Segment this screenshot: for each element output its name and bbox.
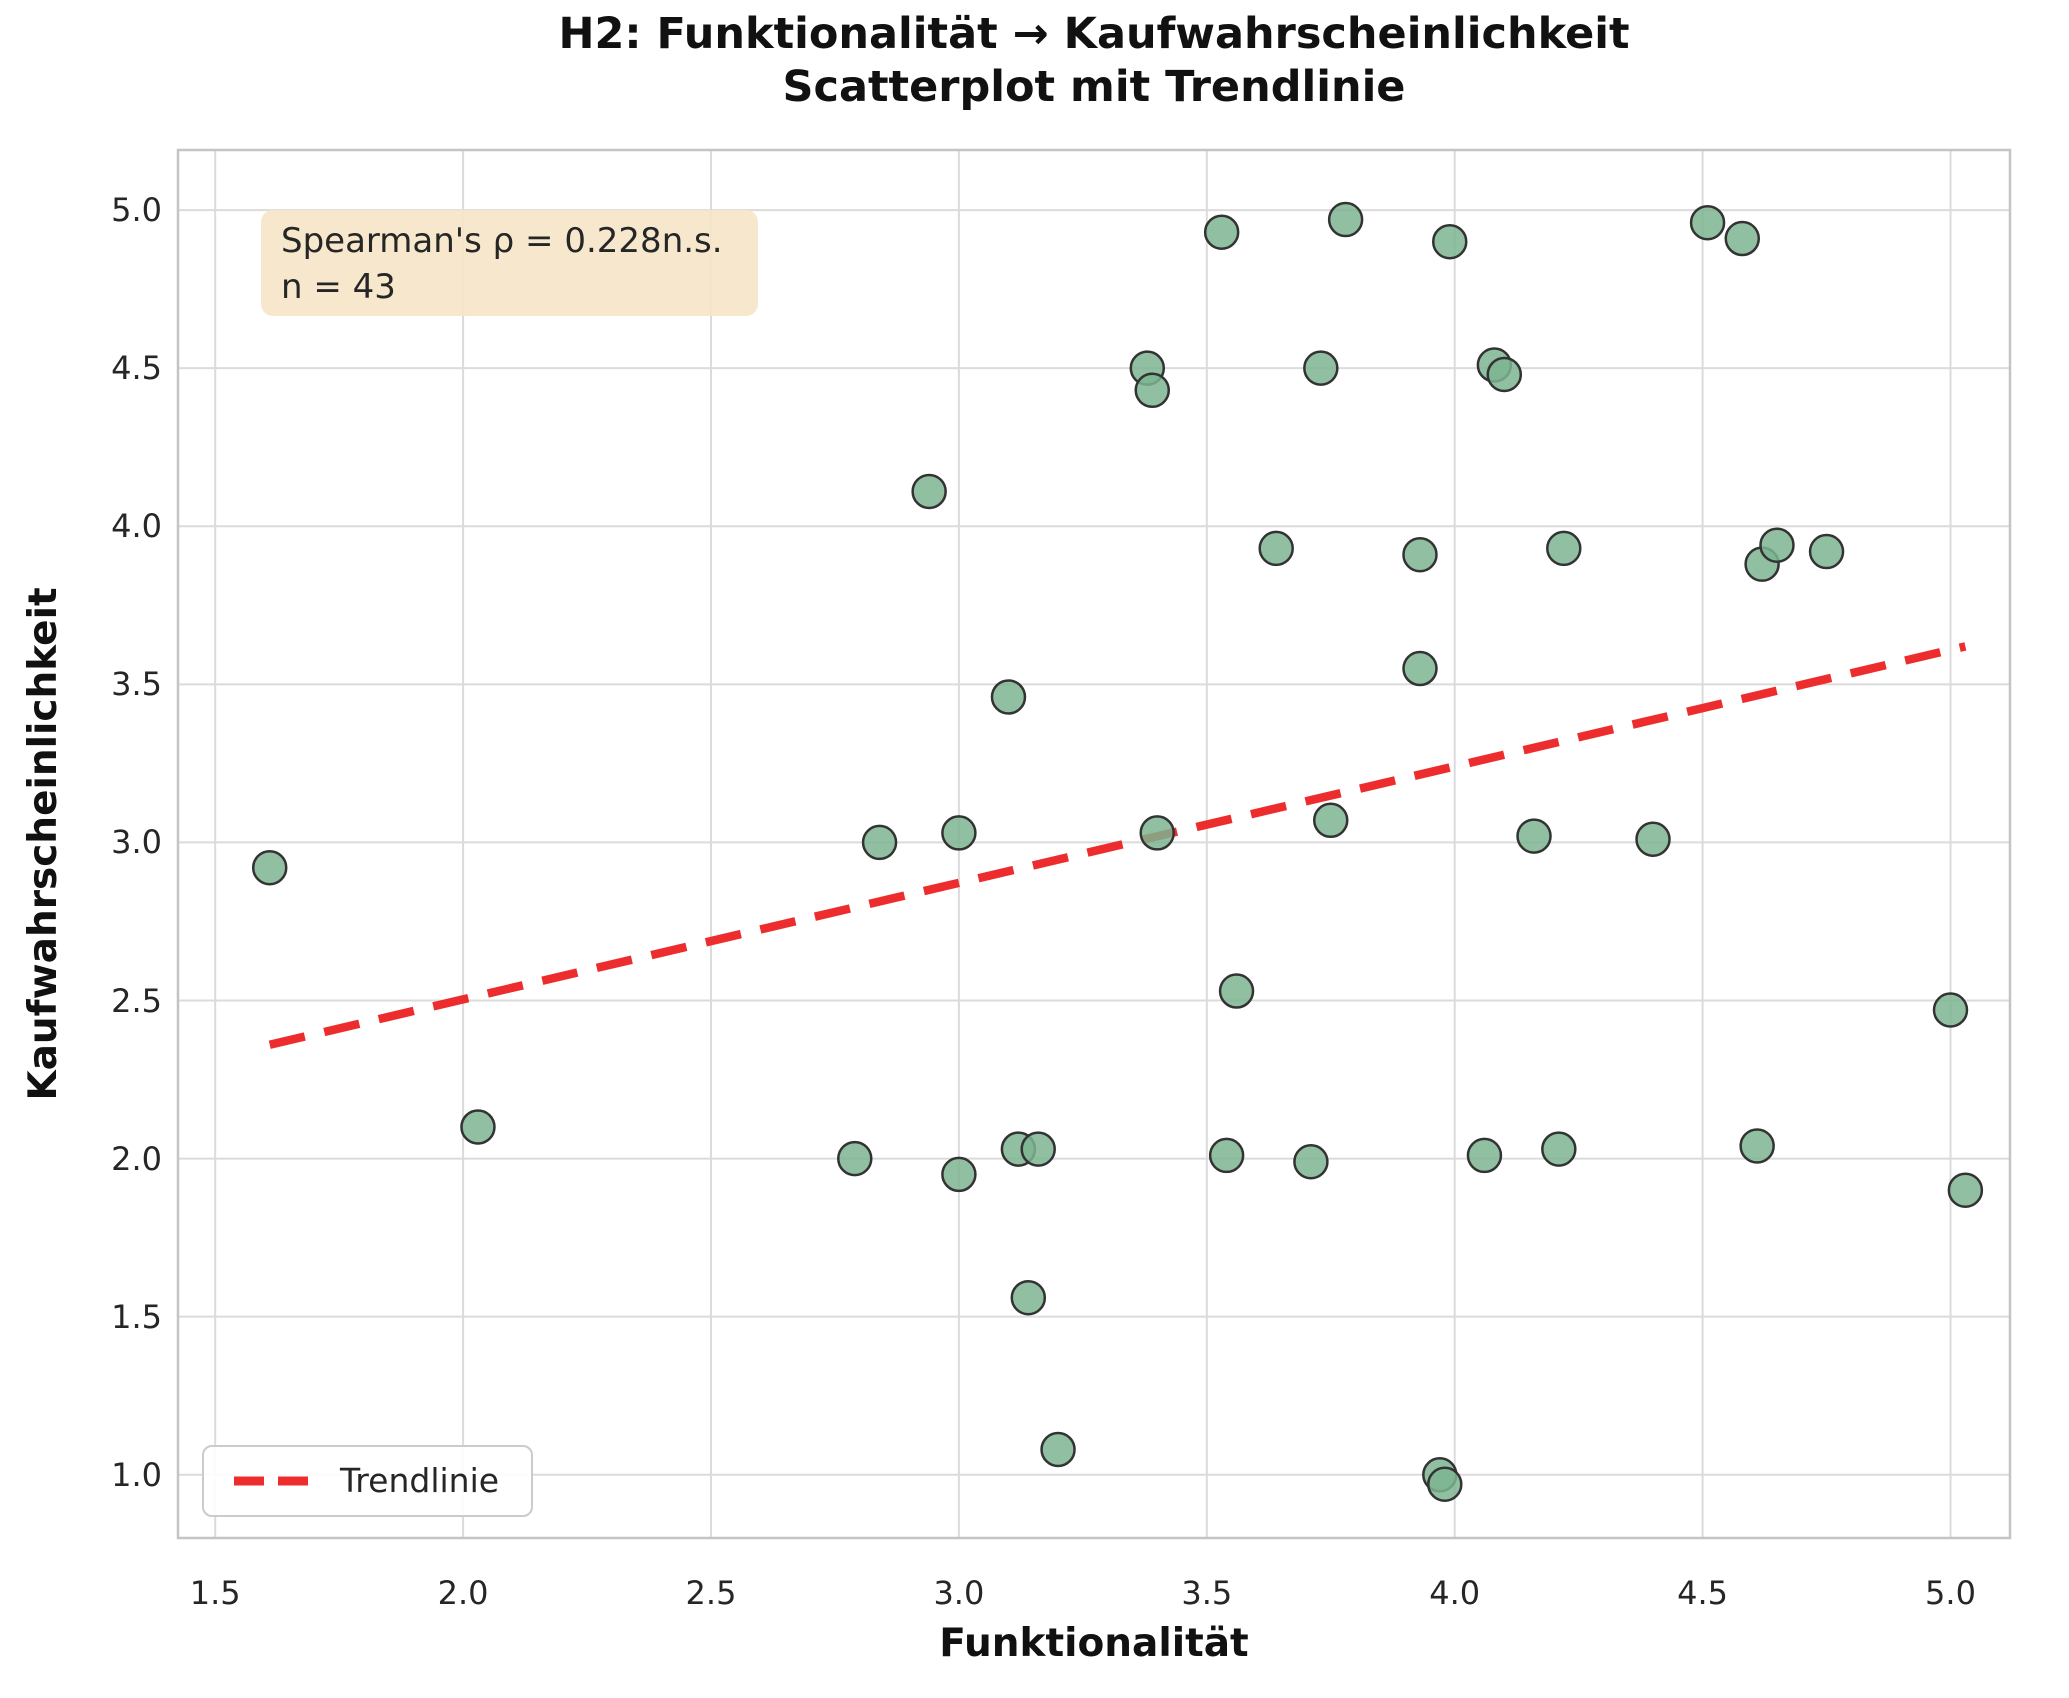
x-tick-label: 3.5 (1181, 1574, 1233, 1612)
chart-title: H2: Funktionalität → Kaufwahrscheinlichk… (178, 8, 2010, 114)
scatter-point (861, 824, 898, 861)
sample-size-text: n = 43 (281, 267, 396, 307)
scatter-point (1258, 530, 1294, 567)
scatter-point (941, 1156, 977, 1193)
scatter-point (1724, 220, 1761, 257)
x-tick-label: 2.0 (437, 1574, 489, 1612)
scatter-point (1689, 204, 1726, 241)
scatter-point (1947, 1172, 1984, 1208)
trendline-legend-swatch (234, 1476, 310, 1486)
scatter-point (941, 815, 977, 851)
scatter-point (990, 679, 1027, 715)
scatter-point (1327, 201, 1364, 238)
x-tick-label: 3.0 (933, 1574, 985, 1612)
y-tick-label: 5.0 (111, 191, 162, 230)
x-tick-label: 4.0 (1429, 1574, 1481, 1612)
y-tick-label: 2.5 (111, 981, 162, 1020)
chart-title-line1: H2: Funktionalität → Kaufwahrscheinlichk… (558, 9, 1630, 59)
scatter-point (1134, 372, 1171, 409)
scatter-point (1293, 1144, 1329, 1180)
scatter-point (1739, 1128, 1775, 1164)
x-tick-label: 2.5 (685, 1574, 737, 1612)
scatter-point (1932, 992, 1969, 1028)
scatter-point (837, 1140, 873, 1177)
y-tick-label: 1.0 (111, 1455, 162, 1494)
x-tick-label: 5.0 (1925, 1574, 1976, 1612)
scatter-point (1516, 818, 1552, 854)
y-tick-label: 4.0 (111, 507, 162, 546)
y-tick-label: 3.5 (111, 665, 162, 704)
scatter-point (1203, 214, 1240, 250)
scatter-point (251, 849, 288, 886)
scatter-point (1808, 533, 1845, 570)
y-tick-label: 2.0 (111, 1139, 162, 1178)
scatter-point (460, 1109, 496, 1145)
legend-label: Trendlinie (340, 1461, 500, 1500)
x-axis-label: Funktionalität (939, 1621, 1249, 1666)
scatter-point (1020, 1131, 1056, 1167)
scatter-point (1541, 1131, 1577, 1167)
scatter-point (1303, 350, 1339, 386)
scatter-point (1546, 530, 1582, 567)
scatter-point (1402, 536, 1438, 573)
scatter-point (1040, 1431, 1076, 1468)
x-tick-label: 4.5 (1677, 1574, 1729, 1612)
scatter-point (1010, 1279, 1047, 1316)
scatter-point (1208, 1137, 1245, 1174)
scatter-point (1312, 802, 1349, 839)
legend: Trendlinie (202, 1445, 533, 1517)
trendline (268, 642, 1967, 1049)
scatter-point (1427, 1466, 1463, 1503)
scatter-point (1486, 356, 1523, 393)
chart-title-line2: Scatterplot mit Trendlinie (782, 62, 1406, 112)
scatter-point (1402, 650, 1438, 687)
y-axis-label: Kaufwahrscheinlichkeit (21, 587, 66, 1101)
scatter-point (1431, 223, 1468, 260)
scatter-point (1218, 973, 1255, 1009)
scatter-point (1759, 527, 1795, 563)
scatter-point (1466, 1137, 1503, 1174)
scatter-point (1635, 821, 1671, 858)
y-tick-label: 1.5 (111, 1297, 162, 1336)
y-tick-label: 3.0 (111, 823, 162, 862)
axes-frame (176, 148, 2012, 1540)
y-tick-label: 4.5 (111, 349, 162, 388)
scatter-point (1139, 815, 1175, 851)
spearman-rho-text: Spearman's ρ = 0.228n.s. (281, 221, 723, 261)
stats-annotation: Spearman's ρ = 0.228n.s. n = 43 (261, 210, 758, 316)
x-tick-label: 1.5 (189, 1574, 241, 1612)
scatter-point (911, 473, 947, 510)
